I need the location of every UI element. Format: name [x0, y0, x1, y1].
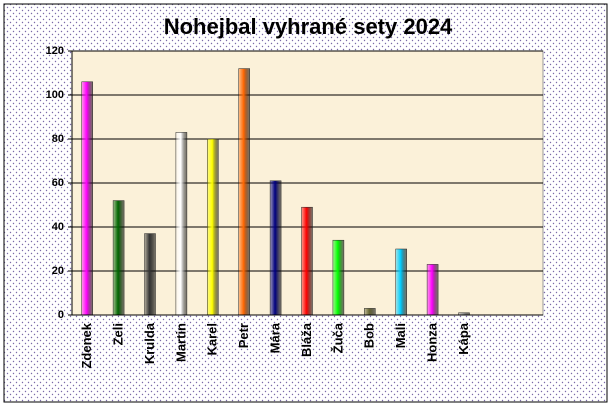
y-tick-label: 60 — [52, 177, 64, 189]
bar — [238, 68, 250, 316]
bar — [175, 132, 188, 316]
x-tick-label: Zdenek — [79, 322, 94, 368]
x-tick-label: Žuča — [330, 322, 345, 353]
y-tick-label: 0 — [58, 309, 64, 321]
x-tick-label: Petr — [236, 323, 251, 348]
bar — [207, 138, 219, 316]
x-tick-label: Mára — [268, 322, 283, 353]
bar — [332, 239, 345, 316]
y-tick-label: 100 — [46, 89, 64, 101]
bar — [364, 308, 376, 316]
bar — [112, 200, 125, 316]
bar — [395, 248, 407, 316]
x-tick-label: Krulda — [142, 322, 157, 364]
x-tick-label: Honza — [425, 322, 440, 362]
y-tick-label: 20 — [52, 265, 64, 277]
bar — [144, 233, 156, 316]
x-tick-label: Bláža — [299, 322, 314, 357]
y-tick-label: 40 — [52, 221, 64, 233]
bar — [301, 206, 313, 316]
y-tick-label: 120 — [46, 45, 64, 57]
x-tick-label: Bob — [362, 323, 377, 348]
bar — [269, 180, 282, 316]
x-tick-label: Zeli — [111, 323, 126, 345]
x-tick-label: Martin — [173, 323, 188, 362]
bar — [426, 264, 439, 316]
x-tick-label: Mali — [393, 323, 408, 348]
chart-title: Nohejbal vyhrané sety 2024 — [164, 14, 453, 39]
x-tick-label: Karel — [205, 323, 220, 356]
y-tick-label: 80 — [52, 133, 64, 145]
bar — [81, 81, 93, 316]
x-tick-label: Kápa — [456, 322, 471, 355]
